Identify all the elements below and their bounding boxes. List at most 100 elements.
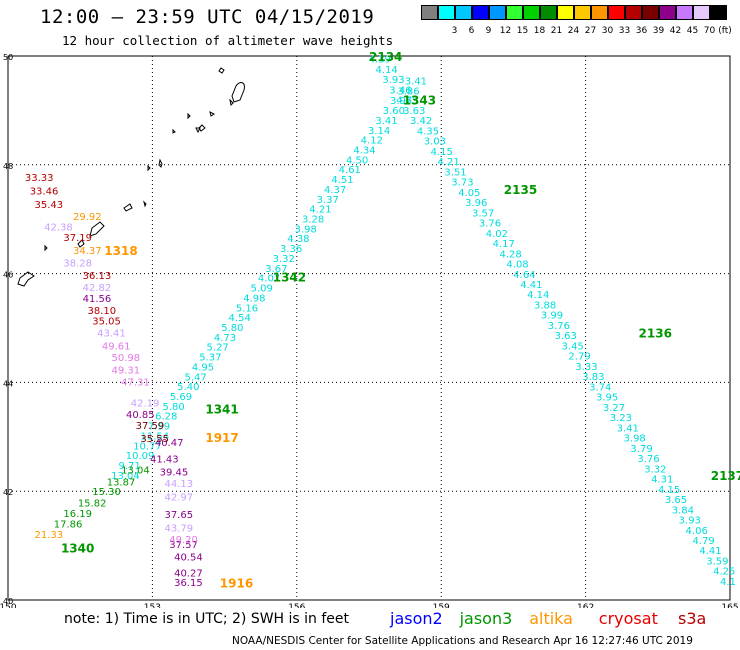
track-value: 5.80 bbox=[162, 402, 184, 413]
color-swatch bbox=[574, 5, 591, 20]
color-swatch bbox=[676, 5, 693, 20]
wave-height-value: 42.82 bbox=[83, 283, 112, 294]
color-swatch bbox=[472, 5, 489, 20]
track-value: 3.67 bbox=[265, 264, 287, 275]
track-value: 3.46 bbox=[389, 85, 411, 96]
track-value: 4.02 bbox=[486, 229, 508, 240]
track-value: 3.73 bbox=[451, 178, 473, 189]
color-swatch bbox=[710, 5, 727, 20]
color-swatch bbox=[625, 5, 642, 20]
color-bin-label: 39 bbox=[652, 26, 665, 36]
color-bin-label: 3 bbox=[451, 26, 458, 36]
track-value: 3.41 bbox=[617, 423, 639, 434]
track-value: 4.51 bbox=[331, 175, 353, 186]
legend-s3a: s3a bbox=[678, 609, 707, 628]
track-value: 3.96 bbox=[465, 198, 487, 209]
wave-height-value: 36.15 bbox=[174, 578, 203, 589]
wave-height-value: 49.20 bbox=[169, 535, 198, 546]
track-value: 4.31 bbox=[651, 475, 673, 486]
wave-height-value: 38.28 bbox=[63, 259, 92, 270]
color-swatch bbox=[540, 5, 557, 20]
page-title: 12:00 – 23:59 UTC 04/15/2019 bbox=[40, 6, 375, 28]
color-bin-label: 21 bbox=[550, 26, 563, 36]
legend-jason3: jason3 bbox=[459, 609, 513, 628]
wave-height-value: 42.38 bbox=[44, 222, 73, 233]
color-bin-label: 15 bbox=[516, 26, 529, 36]
track-value: 4.39 bbox=[369, 55, 391, 66]
color-swatch bbox=[608, 5, 625, 20]
wave-height-value: 49.61 bbox=[102, 341, 131, 352]
track-value: 5.16 bbox=[236, 303, 258, 314]
track-value: 2.79 bbox=[568, 352, 590, 363]
wave-height-value: 41.43 bbox=[150, 455, 179, 466]
track-value: 3.83 bbox=[582, 372, 604, 383]
track-value: 4.50 bbox=[346, 155, 368, 166]
wave-height-value: 13.87 bbox=[107, 477, 136, 488]
wave-height-value: 40.27 bbox=[174, 568, 203, 579]
track-value: 4.37 bbox=[324, 185, 346, 196]
pass-number-label: 2135 bbox=[504, 183, 537, 197]
pass-number-label: 1342 bbox=[273, 270, 306, 284]
track-value: 3.93 bbox=[382, 75, 404, 86]
pass-number-label: 1916 bbox=[220, 577, 253, 591]
wave-height-value: 41.56 bbox=[83, 294, 112, 305]
legend-cryosat: cryosat bbox=[598, 609, 658, 628]
track-value: 3.86 bbox=[397, 86, 419, 97]
lon-tick-label: 162 bbox=[577, 603, 594, 608]
track-value: 3.37 bbox=[317, 195, 339, 206]
wave-height-value: 44.13 bbox=[164, 479, 193, 490]
track-value: 3.63 bbox=[555, 331, 577, 342]
wave-height-value: 40.47 bbox=[155, 438, 184, 449]
track-value: 4.34 bbox=[353, 146, 375, 157]
wave-height-value: 33.46 bbox=[30, 186, 59, 197]
track-value: 3.41 bbox=[405, 76, 427, 87]
track-value: 4.25 bbox=[713, 567, 735, 578]
units-note: note: 1) Time is in UTC; 2) SWH is in fe… bbox=[64, 611, 350, 627]
color-swatch bbox=[642, 5, 659, 20]
track-value: 3.76 bbox=[637, 454, 659, 465]
track-value: 3.03 bbox=[424, 137, 446, 148]
map-grid bbox=[7, 55, 731, 601]
color-bin-label: 9 bbox=[485, 26, 492, 36]
track-value: 3.32 bbox=[273, 254, 295, 265]
satellite-tracks: 13.049.7110.0910.7711.547.996.285.805.69… bbox=[111, 55, 736, 588]
coastline-islands bbox=[17, 67, 245, 287]
track-value: 4.73 bbox=[214, 333, 236, 344]
track-value: 6.28 bbox=[155, 412, 177, 423]
wave-height-value: 42.19 bbox=[131, 399, 160, 410]
track-value: 4.41 bbox=[699, 546, 721, 557]
map-frame bbox=[7, 55, 731, 601]
track-value: 3.95 bbox=[596, 393, 618, 404]
track-value: 5.47 bbox=[185, 372, 207, 383]
track-value: 3.93 bbox=[679, 516, 701, 527]
color-swatch bbox=[693, 5, 710, 20]
track-value: 4.06 bbox=[686, 526, 708, 537]
track-value: 4.05 bbox=[458, 188, 480, 199]
wave-height-value: 37.57 bbox=[169, 540, 198, 551]
track-value: 4.15 bbox=[658, 485, 680, 496]
wave-height-value: 38.10 bbox=[87, 306, 116, 317]
track-value: 10.09 bbox=[126, 451, 155, 462]
pass-number-label: 1341 bbox=[205, 403, 238, 417]
track-value: 5.09 bbox=[251, 284, 273, 295]
wave-height-value: 43.41 bbox=[97, 328, 126, 339]
track-value: 4.35 bbox=[417, 126, 439, 137]
track-value: 3.42 bbox=[410, 116, 432, 127]
axis-tick-labels: 150 153 156 159 162 165 50 48 46 44 42 40 bbox=[0, 53, 739, 608]
track-value: 11.54 bbox=[140, 431, 169, 442]
track-value: 3.14 bbox=[368, 126, 390, 137]
track-value: 3.63 bbox=[403, 106, 425, 117]
pass-number-label: 2137 bbox=[711, 469, 740, 483]
lon-tick-label: 153 bbox=[144, 603, 161, 608]
track-value: 4.41 bbox=[520, 280, 542, 291]
color-bin-label: 24 bbox=[567, 26, 580, 36]
color-bin-label: 18 bbox=[533, 26, 546, 36]
wave-height-value: 35.43 bbox=[35, 200, 64, 211]
wave-height-value: 34.37 bbox=[73, 246, 102, 257]
track-value: 4.38 bbox=[287, 234, 309, 245]
lat-tick-label: 46 bbox=[3, 271, 13, 280]
track-value: 4.79 bbox=[692, 536, 714, 547]
track-value: 3.79 bbox=[630, 444, 652, 455]
track-value: 4.61 bbox=[339, 165, 361, 176]
